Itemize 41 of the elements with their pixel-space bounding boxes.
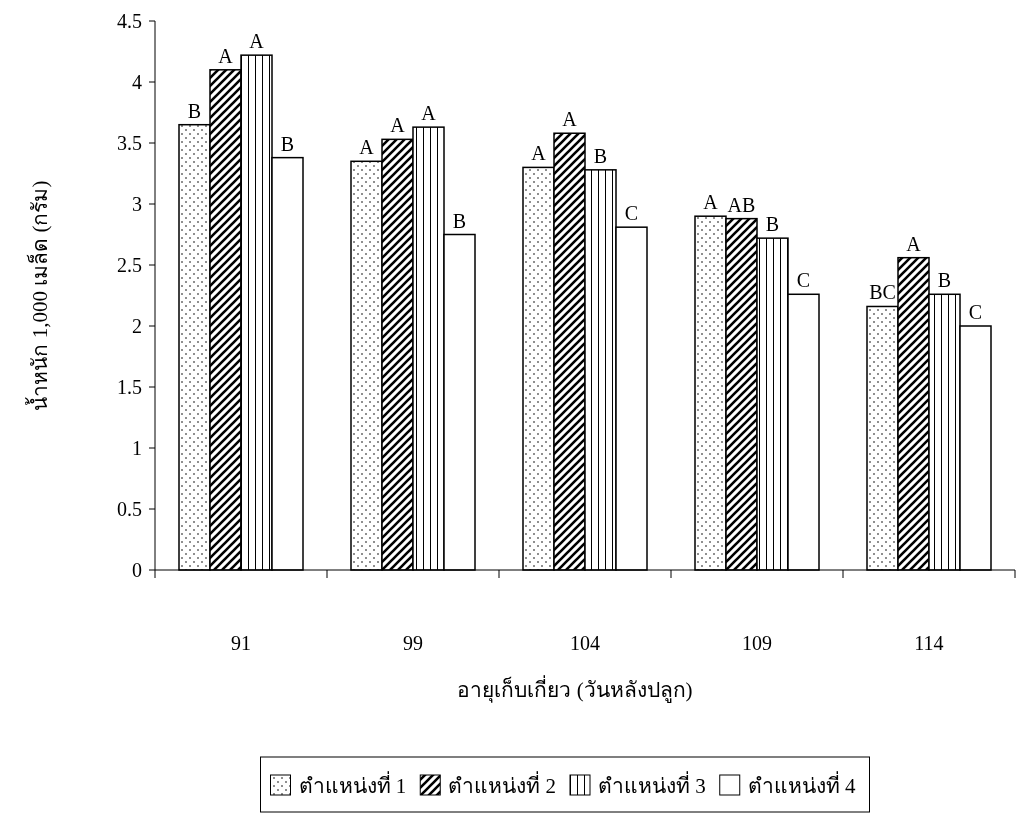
data-label: B [937, 269, 952, 292]
y-axis-title: น้ำหนัก 1,000 เมล็ด (กรัม) [25, 180, 52, 411]
data-label: A [359, 136, 375, 159]
data-label: AB [727, 193, 756, 216]
legend-label: ตำแหน่งที่ 4 [747, 771, 856, 798]
data-label: A [906, 232, 922, 255]
y-tick-label: 2 [132, 315, 142, 337]
y-tick-label: 2.5 [117, 254, 142, 276]
y-tick-label: 1.5 [117, 376, 142, 398]
y-tick-label: 1 [132, 437, 142, 459]
x-tick-label: 109 [742, 632, 772, 654]
x-tick-label: 114 [914, 632, 944, 654]
data-label: A [390, 114, 406, 137]
y-tick-label: 4.5 [117, 10, 142, 32]
data-label: B [593, 144, 608, 167]
y-tick-label: 0.5 [117, 498, 142, 520]
data-label: A [218, 44, 234, 67]
data-label: A [562, 108, 578, 131]
y-tick-label: 4 [132, 71, 142, 93]
data-label: B [452, 209, 467, 232]
legend-label: ตำแหน่งที่ 2 [448, 771, 556, 798]
data-label: C [968, 301, 983, 323]
x-tick-label: 104 [570, 632, 600, 654]
data-label: B [280, 132, 295, 155]
legend-label: ตำแหน่งที่ 1 [298, 771, 407, 798]
data-label: A [531, 142, 547, 165]
y-tick-label: 3.5 [117, 132, 142, 154]
data-label: A [249, 30, 265, 53]
data-label: B [187, 99, 202, 122]
data-label: C [624, 202, 639, 225]
x-axis-title: อายุเก็บเกี่ยว (วันหลังปลูก) [457, 675, 693, 703]
x-tick-label: 99 [403, 632, 423, 654]
y-tick-label: 3 [132, 193, 142, 215]
data-label: BC [869, 281, 896, 304]
x-tick-label: 91 [231, 632, 251, 654]
y-tick-label: 0 [132, 559, 142, 581]
data-label: A [421, 102, 437, 125]
data-label: C [796, 269, 811, 292]
legend-label: ตำแหน่งที่ 3 [598, 771, 706, 798]
data-label: B [765, 213, 780, 236]
data-label: A [703, 191, 719, 214]
